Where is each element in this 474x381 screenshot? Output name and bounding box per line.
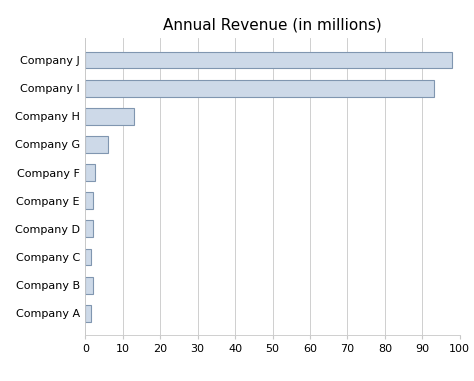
Bar [85, 305, 91, 322]
Bar [85, 108, 134, 125]
Bar [85, 164, 95, 181]
Bar [85, 136, 108, 153]
Title: Annual Revenue (in millions): Annual Revenue (in millions) [163, 18, 382, 33]
Bar [85, 192, 93, 209]
Bar [85, 221, 93, 237]
Bar [85, 51, 452, 69]
Bar [85, 277, 93, 294]
Bar [85, 248, 91, 266]
Bar [85, 80, 434, 97]
